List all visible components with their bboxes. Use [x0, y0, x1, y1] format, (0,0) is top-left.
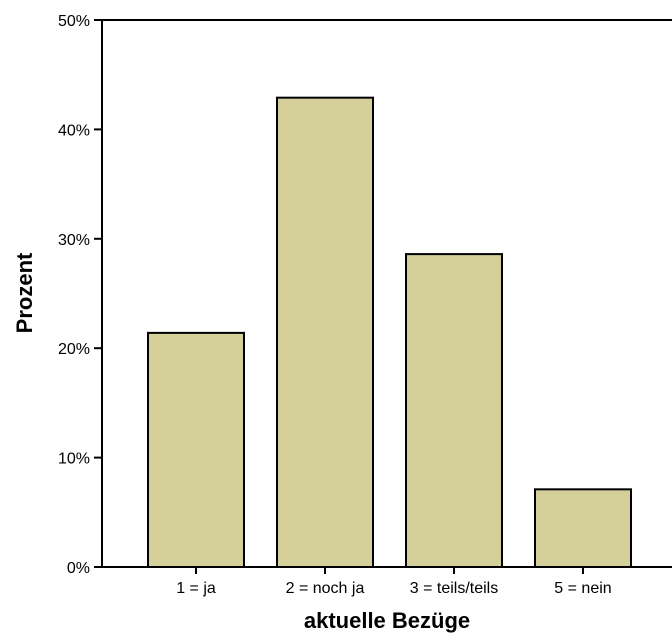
- bar: [147, 331, 245, 568]
- x-tick-label: 2 = noch ja: [286, 580, 365, 597]
- y-tick-label: 50%: [58, 13, 90, 30]
- bar: [405, 253, 503, 568]
- bar: [276, 96, 374, 568]
- y-tick-label: 20%: [58, 341, 90, 358]
- bars: [147, 96, 632, 568]
- y-axis-ticks: 0% 10% 20% 30% 40% 50%: [58, 13, 102, 577]
- x-tick-label: 1 = ja: [176, 580, 216, 597]
- y-tick-label: 40%: [58, 122, 90, 139]
- x-tick-label: 5 = nein: [554, 580, 611, 597]
- y-tick-label: 30%: [58, 232, 90, 249]
- x-tick-label: 3 = teils/teils: [410, 580, 498, 597]
- x-axis-ticks: 1 = ja 2 = noch ja 3 = teils/teils 5 = nein: [176, 567, 612, 597]
- x-axis-title: aktuelle Bezüge: [304, 608, 470, 633]
- y-tick-label: 10%: [58, 451, 90, 468]
- bar: [534, 488, 632, 568]
- y-tick-label: 0%: [67, 560, 90, 577]
- y-axis-title: Prozent: [12, 252, 37, 333]
